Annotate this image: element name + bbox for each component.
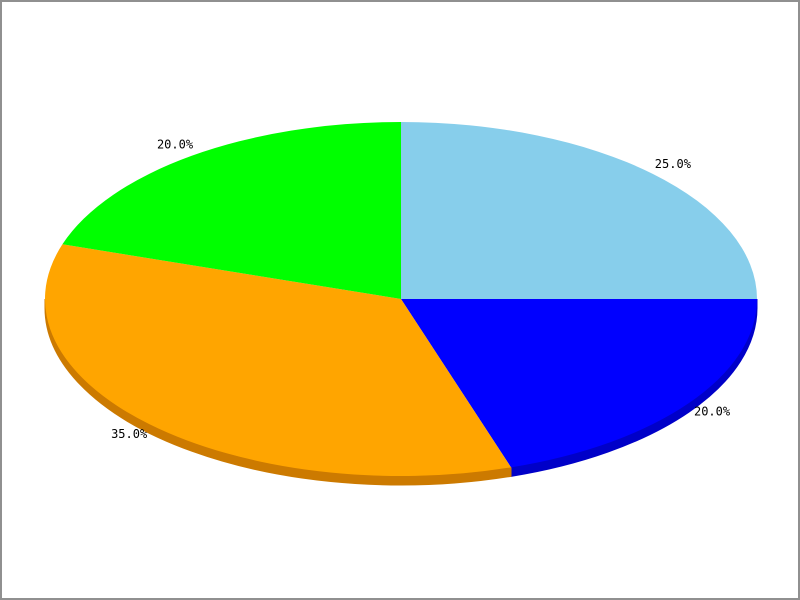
- slice-skyblue: [401, 122, 757, 299]
- slice-skyblue-label: 25.0%: [655, 157, 692, 171]
- slice-orange: [45, 244, 512, 476]
- pie-top-surfaces: [45, 122, 757, 476]
- slice-green-label: 20.0%: [157, 137, 194, 151]
- slice-blue-label: 20.0%: [694, 404, 731, 418]
- slice-green: [62, 122, 401, 299]
- slice-orange-label: 35.0%: [111, 427, 148, 441]
- pie-labels: 25.0% 20.0% 35.0% 20.0%: [111, 137, 731, 441]
- slice-blue: [401, 299, 757, 468]
